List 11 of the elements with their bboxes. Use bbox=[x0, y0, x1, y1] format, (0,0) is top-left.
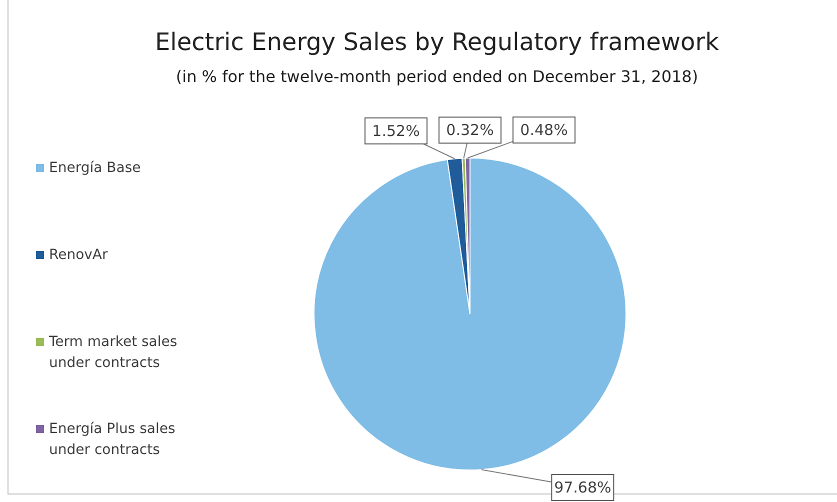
legend-label: Energía Plus sales under contracts bbox=[49, 421, 176, 458]
chart-subtitle: (in % for the twelve-month period ended on December 31, 2018) bbox=[176, 67, 698, 86]
legend-label: RenovAr bbox=[49, 247, 108, 263]
data-label: 0.48% bbox=[520, 121, 568, 140]
data-label: 1.52% bbox=[372, 122, 420, 140]
legend-label: Energía Base bbox=[49, 160, 141, 176]
data-label: 97.68% bbox=[554, 478, 612, 497]
data-label: 0.32% bbox=[446, 121, 494, 140]
legend-label: Term market sales under contracts bbox=[48, 334, 178, 371]
pie-slice bbox=[314, 158, 626, 470]
chart-title: Electric Energy Sales by Regulatory framework bbox=[154, 28, 720, 56]
